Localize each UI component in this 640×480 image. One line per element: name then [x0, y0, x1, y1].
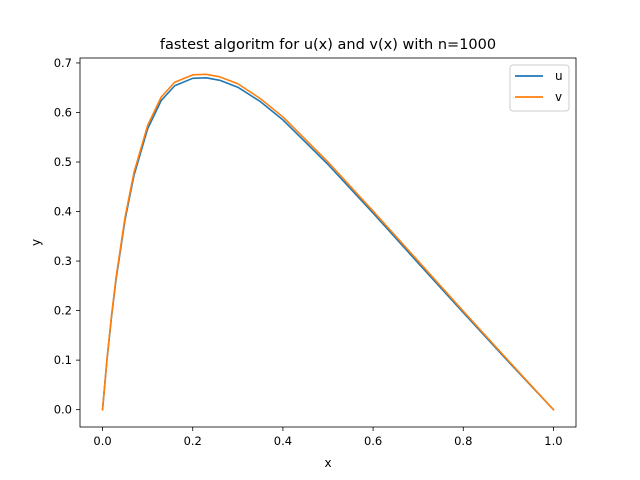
- plot-area: [101, 73, 555, 411]
- y-tick-label: 0.1: [54, 353, 72, 367]
- y-tick-label: 0.3: [54, 254, 72, 268]
- legend-label-u: u: [555, 69, 563, 83]
- y-tick-label: 0.7: [54, 56, 72, 70]
- y-tick-label: 0.4: [54, 205, 72, 219]
- x-tick-label: 0.6: [364, 434, 382, 448]
- x-tick-label: 0.4: [274, 434, 292, 448]
- series-line-v: [101, 73, 555, 411]
- x-axis-label: x: [324, 456, 331, 470]
- y-tick-label: 0.2: [54, 304, 72, 318]
- legend-label-v: v: [555, 90, 562, 104]
- y-axis-label: y: [29, 239, 43, 246]
- axes-frame: [79, 57, 577, 428]
- y-tick-label: 0.0: [54, 403, 72, 417]
- chart-title: fastest algoritm for u(x) and v(x) with …: [160, 37, 496, 53]
- x-tick-label: 0.8: [454, 434, 472, 448]
- y-tick-label: 0.6: [54, 105, 72, 119]
- y-tick-label: 0.5: [54, 155, 72, 169]
- legend: uv: [509, 64, 570, 112]
- x-tick-label: 0.0: [93, 434, 111, 448]
- y-axis: 0.0 0.1 0.2 0.3 0.4 0.5 0.6 0.7: [54, 56, 80, 417]
- x-tick-label: 0.2: [184, 434, 202, 448]
- x-axis: 0.0 0.2 0.4 0.6 0.8 1.0: [93, 427, 563, 448]
- x-tick-label: 1.0: [544, 434, 562, 448]
